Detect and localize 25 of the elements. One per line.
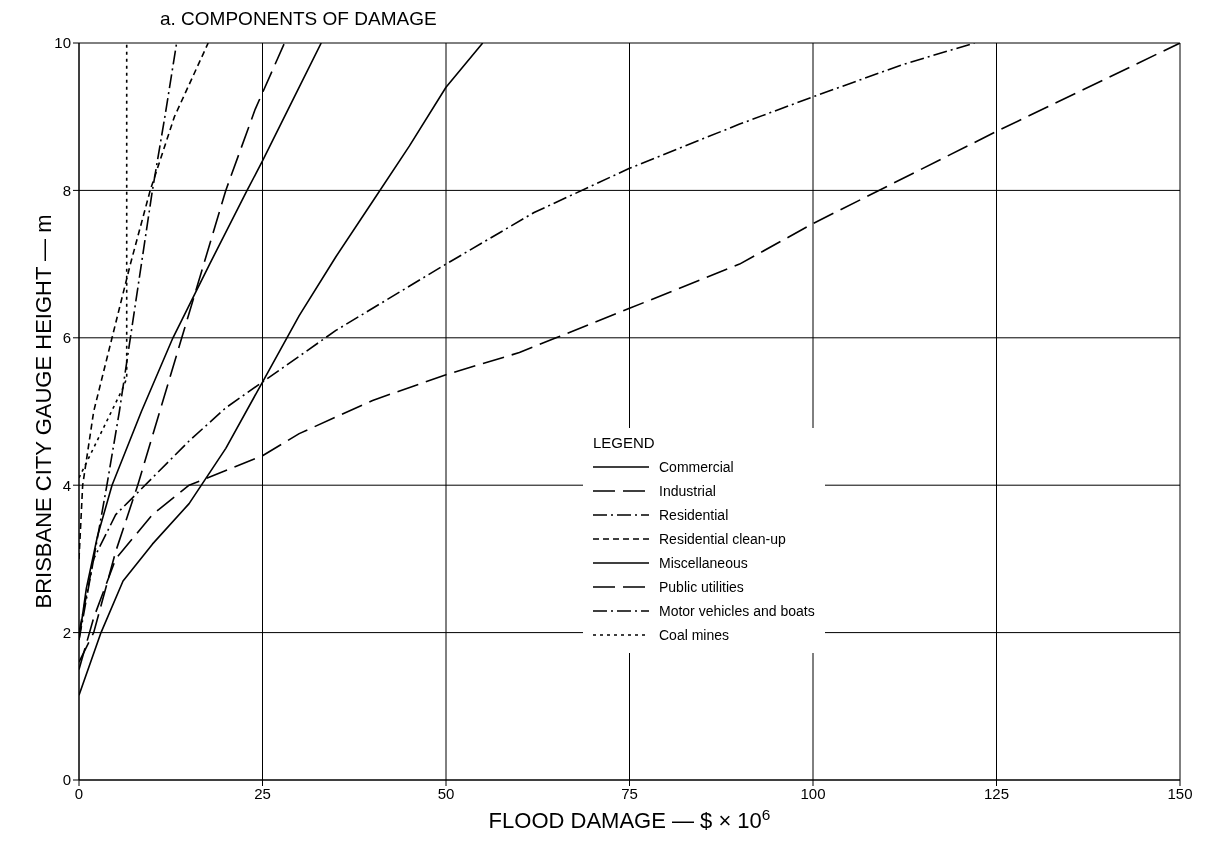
- x-axis-title: FLOOD DAMAGE — $ × 10$^{6}$: [488, 805, 771, 833]
- chart-title: a. COMPONENTS OF DAMAGE: [160, 8, 437, 30]
- y-tick-label: 4: [62, 476, 71, 494]
- y-tick-label: 2: [62, 623, 71, 641]
- y-tick-label: 8: [62, 181, 71, 199]
- legend-title: LEGEND: [593, 434, 656, 451]
- legend-label: Commercial: [659, 459, 734, 475]
- x-tick-label: 125: [983, 784, 1010, 802]
- legend-label: Public utilities: [659, 579, 744, 595]
- x-tick-label: 50: [437, 784, 455, 802]
- y-tick-label: 0: [62, 771, 71, 789]
- y-axis-title: BRISBANE CITY GAUGE HEIGHT — m: [31, 214, 56, 609]
- y-tick-label: 10: [54, 34, 71, 52]
- y-tick-label: 6: [62, 329, 71, 347]
- x-tick-label: 25: [254, 784, 271, 802]
- x-tick-label: 0: [74, 784, 84, 802]
- legend-label: Industrial: [659, 483, 716, 499]
- legend-label: Residential clean-up: [659, 531, 786, 547]
- legend-label: Residential: [659, 507, 729, 523]
- x-tick-label: 150: [1167, 784, 1193, 802]
- x-tick-label: 75: [621, 784, 638, 802]
- legend-label: Miscellaneous: [659, 555, 748, 571]
- legend-label: Motor vehicles and boats: [659, 603, 815, 619]
- x-tick-label: 100: [800, 784, 826, 802]
- legend-label: Coal mines: [659, 627, 730, 643]
